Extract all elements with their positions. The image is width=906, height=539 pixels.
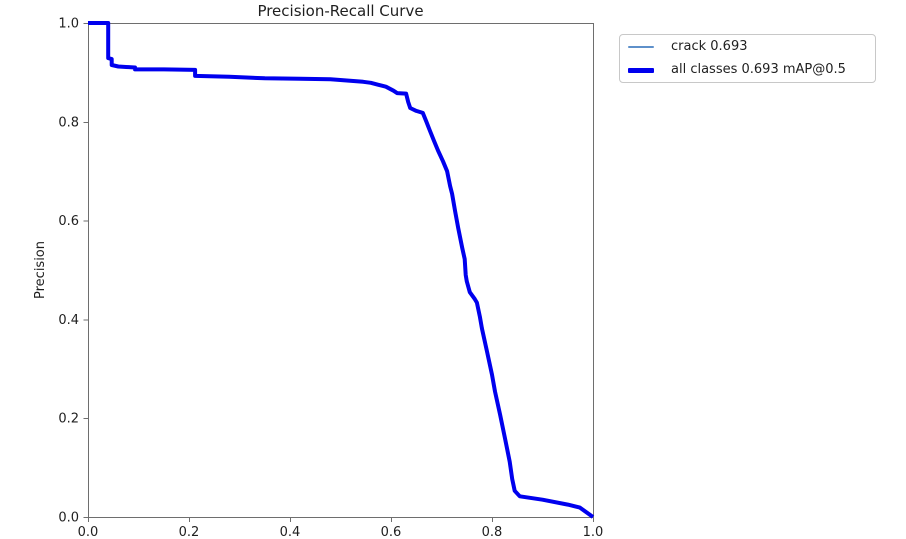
legend-item: all classes 0.693 mAP@0.5 [628,61,867,79]
y-tick-label: 1.0 [58,17,79,32]
x-tick-label: 0.8 [482,525,503,539]
y-axis-label: Precision [33,241,48,299]
y-tick-label: 0.0 [58,511,79,526]
y-tick-label: 0.4 [58,313,79,328]
plot-spines [88,23,594,518]
y-tick-label: 0.2 [58,412,79,427]
chart-title: Precision-Recall Curve [257,2,423,20]
y-tick-label: 0.8 [58,115,79,130]
legend-label: all classes 0.693 mAP@0.5 [671,62,846,77]
x-tick-label: 0.0 [78,525,99,539]
legend: crack 0.693 all classes 0.693 mAP@0.5 [619,34,876,83]
x-tick-label: 0.4 [280,525,301,539]
legend-item: crack 0.693 [628,38,867,56]
legend-label: crack 0.693 [671,39,748,54]
x-tick-label: 0.2 [179,525,200,539]
crack-curve [88,22,594,518]
y-tick-label: 0.6 [58,214,79,229]
x-tick-label: 1.0 [583,525,604,539]
x-tick-label: 0.6 [381,525,402,539]
legend-line-swatch [628,67,654,73]
all-classes-curve [88,21,595,519]
legend-line-swatch [628,46,654,48]
